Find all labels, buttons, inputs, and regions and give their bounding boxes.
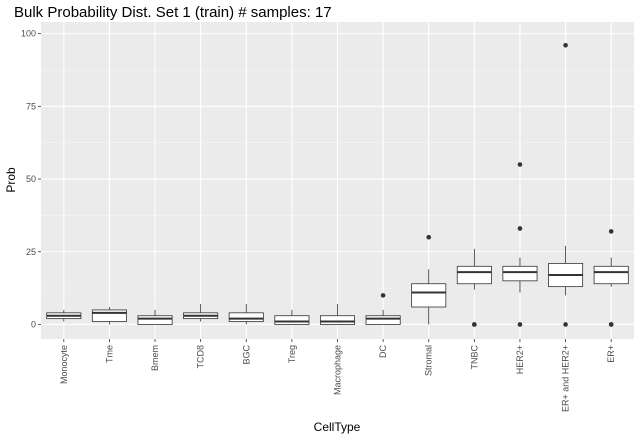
x-tick-label: Bmem bbox=[150, 345, 160, 371]
chart-title: Bulk Probability Dist. Set 1 (train) # s… bbox=[14, 4, 332, 21]
box bbox=[274, 315, 310, 325]
y-tick-label: 50 bbox=[26, 174, 36, 184]
y-tick-label: 0 bbox=[31, 319, 36, 329]
outlier-point bbox=[563, 42, 568, 48]
y-tick-label: 75 bbox=[26, 101, 36, 111]
y-tick-label: 25 bbox=[26, 247, 36, 257]
box bbox=[91, 309, 127, 322]
box bbox=[365, 315, 401, 325]
outlier-point bbox=[472, 322, 477, 327]
outlier-point bbox=[517, 226, 523, 231]
outlier-point bbox=[517, 162, 523, 167]
box bbox=[228, 312, 264, 322]
x-axis-title: CellType bbox=[314, 420, 361, 434]
outlier-point bbox=[608, 322, 614, 327]
box bbox=[411, 283, 447, 308]
outlier-point bbox=[517, 322, 523, 327]
x-tick-label: Tme bbox=[104, 345, 114, 363]
y-tick-labels: 0 25 50 75 100 bbox=[21, 29, 41, 329]
x-tick-label: DC bbox=[378, 345, 388, 358]
x-tick-label: HER2+ bbox=[515, 345, 525, 374]
boxes bbox=[46, 42, 629, 327]
outlier-point bbox=[380, 293, 386, 298]
x-tick-labels: Monocyte Tme Bmem TCD8 BGC Treg Macrophage DC St… bbox=[59, 339, 616, 412]
y-axis-title: Prob bbox=[4, 167, 18, 193]
x-tick-label: TNBC bbox=[469, 345, 479, 370]
y-tick-label: 100 bbox=[21, 29, 36, 39]
x-tick-label: Monocyte bbox=[59, 345, 69, 384]
x-tick-label: BGC bbox=[241, 345, 251, 365]
outlier-point bbox=[563, 322, 568, 327]
x-tick-label: Macrophage bbox=[333, 345, 343, 395]
outlier-point bbox=[426, 234, 432, 240]
x-tick-label: TCD8 bbox=[196, 345, 206, 369]
box bbox=[137, 315, 173, 325]
box bbox=[502, 265, 538, 282]
box bbox=[456, 265, 492, 285]
x-tick-label: ER+ bbox=[606, 345, 616, 363]
box bbox=[593, 265, 629, 285]
box bbox=[319, 315, 356, 325]
x-tick-label: ER+ and HER2+ bbox=[561, 345, 571, 412]
outlier-point bbox=[608, 229, 614, 234]
x-tick-label: Treg bbox=[287, 345, 297, 363]
x-tick-label: Stromal bbox=[424, 345, 434, 376]
